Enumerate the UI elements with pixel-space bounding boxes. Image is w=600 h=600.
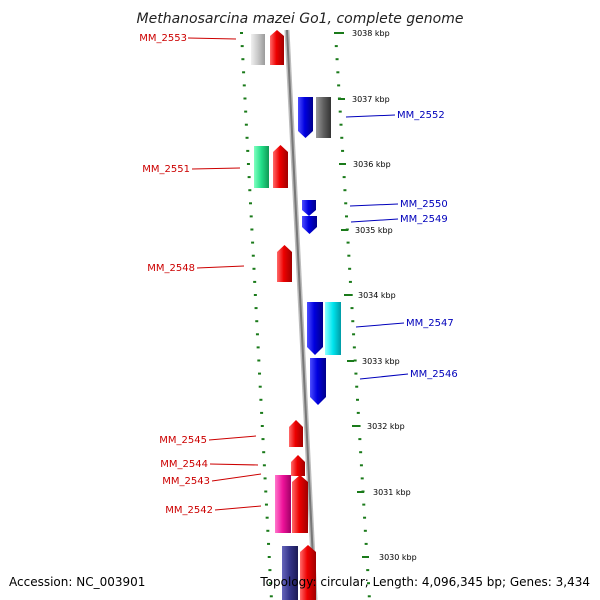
gene-arrow-mm2549[interactable] (302, 216, 317, 234)
label-leader (187, 37, 237, 40)
gene-arrow-mm2550[interactable] (302, 200, 316, 216)
gene-arrow-mm2547-a[interactable] (307, 302, 323, 355)
gene-label-mm2548[interactable]: MM_2548 (147, 263, 195, 274)
gene-label-mm2547[interactable]: MM_2547 (406, 318, 454, 329)
map-title: Methanosarcina mazei Go1, complete genom… (137, 11, 464, 27)
gene-label-mm2549[interactable]: MM_2549 (400, 214, 448, 225)
label-leader (214, 505, 262, 511)
kbp-label: 3034 kbp (358, 291, 396, 300)
gene-label-mm2544[interactable]: MM_2544 (160, 459, 208, 470)
kbp-label: 3038 kbp (352, 29, 390, 38)
label-leader (350, 218, 399, 223)
gene-arrow-mm2545[interactable] (289, 420, 303, 447)
kbp-label: 3036 kbp (353, 160, 391, 169)
gene-block-mm2552[interactable] (316, 97, 331, 138)
gene-block-mm2547[interactable] (325, 302, 341, 355)
gene-arrow-mm2551-partner[interactable] (273, 145, 288, 188)
label-leader (211, 473, 262, 482)
gene-arrow-mm2552-a[interactable] (298, 97, 313, 138)
accession-text: Accession: NC_003901 (9, 575, 145, 589)
kbp-label: 3033 kbp (362, 357, 400, 366)
label-leader (349, 203, 399, 207)
gene-arrow-mm2553-partner[interactable] (270, 30, 284, 65)
genome-summary-text: Topology: circular; Length: 4,096,345 bp… (259, 575, 590, 589)
gene-block-mm2553[interactable] (251, 34, 265, 65)
kbp-label: 3035 kbp (355, 226, 393, 235)
label-leader (209, 463, 259, 466)
gene-label-mm2546[interactable]: MM_2546 (410, 369, 458, 380)
tick-track-left (240, 32, 273, 598)
kbp-label: 3031 kbp (373, 488, 411, 497)
label-leader (345, 114, 396, 118)
gene-label-mm2542[interactable]: MM_2542 (165, 505, 213, 516)
label-leader (359, 373, 409, 380)
gene-labels-left: MM_2553 MM_2551 MM_2548 MM_2545 MM_2544 … (139, 33, 262, 516)
kbp-label: 3037 kbp (352, 95, 390, 104)
gene-block-mm2551[interactable] (254, 146, 269, 188)
kbp-scale: 3038 kbp 3037 kbp 3036 kbp 3035 kbp 3034… (337, 29, 417, 562)
gene-label-mm2552[interactable]: MM_2552 (397, 110, 445, 121)
label-leader (355, 322, 405, 328)
gene-arrow-mm2548[interactable] (277, 245, 292, 282)
gene-arrow-mm2544[interactable] (291, 455, 305, 476)
label-leader (191, 167, 241, 170)
kbp-label: 3032 kbp (367, 422, 405, 431)
gene-label-mm2551[interactable]: MM_2551 (142, 164, 190, 175)
gene-arrow-bottom-red[interactable] (300, 545, 316, 600)
gene-block-mm2542[interactable] (275, 475, 291, 533)
gene-arrow-mm2543[interactable] (292, 475, 308, 533)
kbp-label: 3030 kbp (379, 553, 417, 562)
gene-label-mm2550[interactable]: MM_2550 (400, 199, 448, 210)
gene-label-mm2553[interactable]: MM_2553 (139, 33, 187, 44)
gene-labels-right: MM_2552 MM_2550 MM_2549 MM_2547 MM_2546 (345, 110, 458, 380)
label-leader (208, 435, 257, 441)
gene-label-mm2545[interactable]: MM_2545 (159, 435, 207, 446)
gene-arrow-mm2546[interactable] (310, 358, 326, 405)
genome-backbone-core (286, 29, 316, 600)
gene-block-bottom-purple[interactable] (282, 546, 298, 600)
label-leader (196, 265, 245, 269)
gene-label-mm2543[interactable]: MM_2543 (162, 476, 210, 487)
